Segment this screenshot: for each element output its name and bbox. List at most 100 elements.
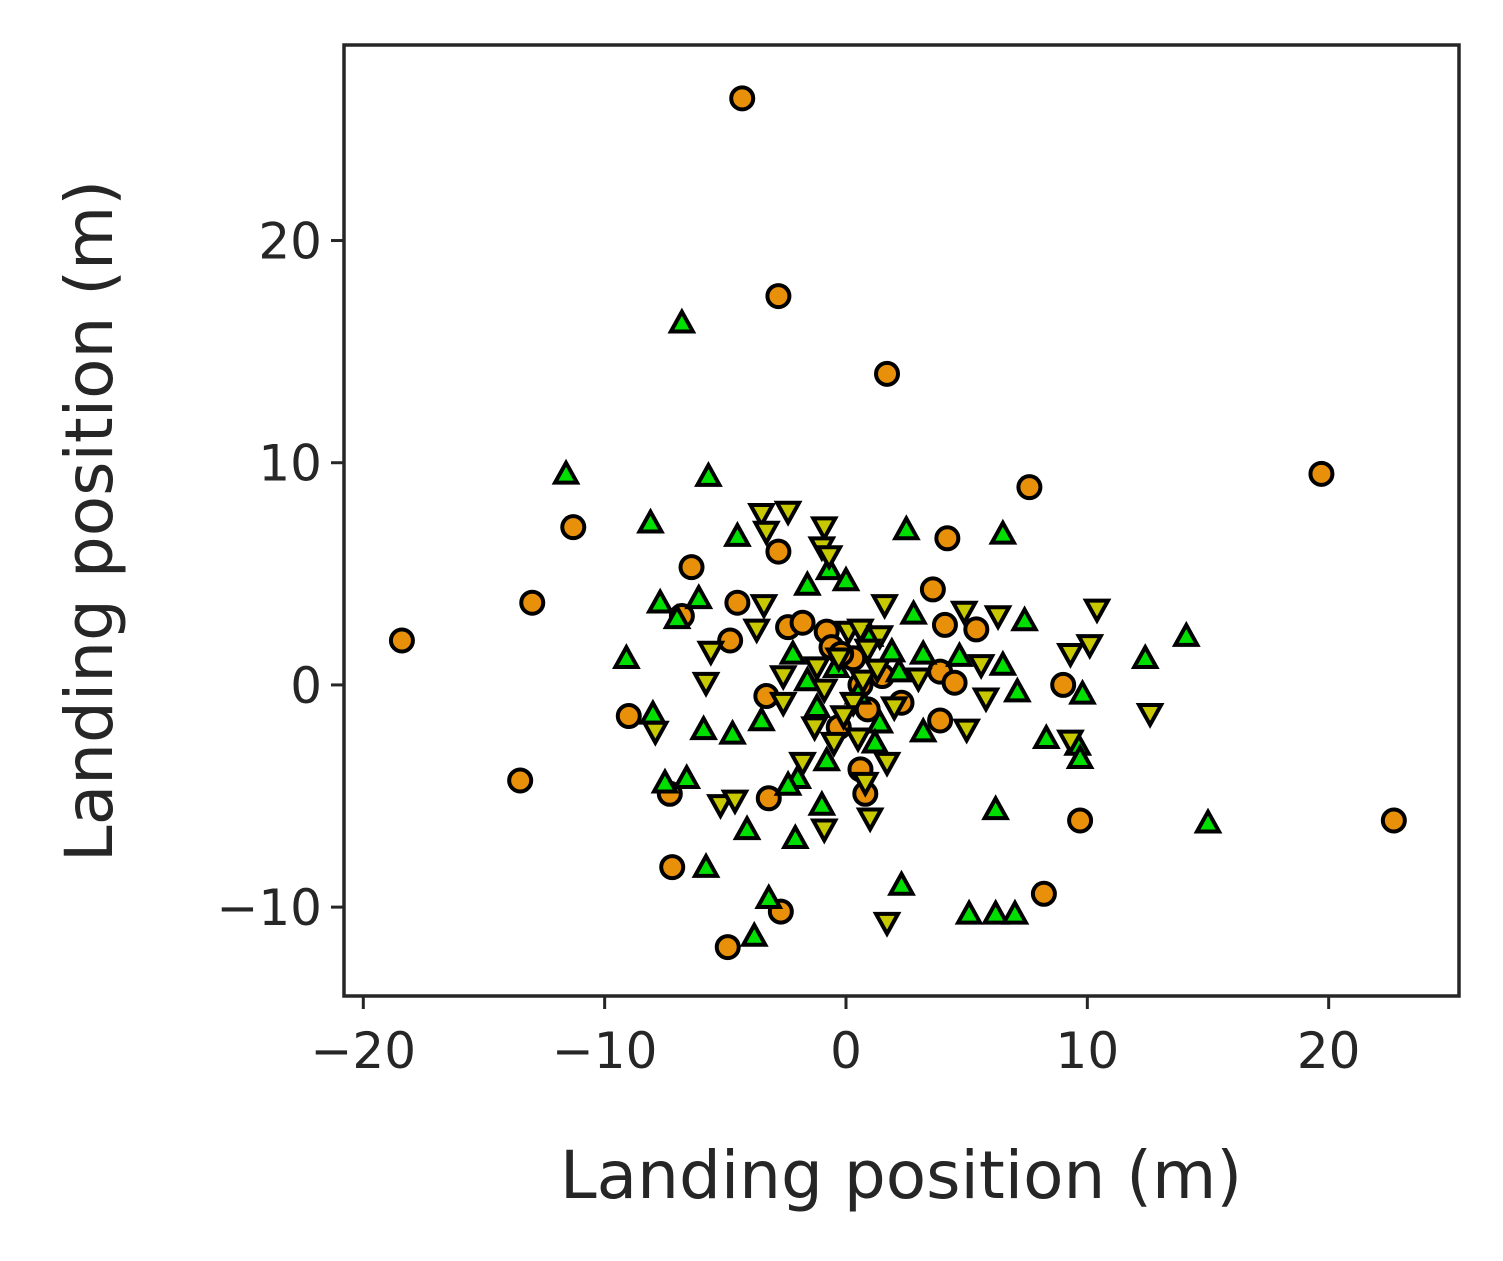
point-circle-0-10 — [519, 589, 546, 616]
point-circle-0-35 — [755, 785, 782, 812]
point-triangle-down-2-10 — [1082, 598, 1112, 625]
point-circle-0-14 — [963, 616, 990, 643]
x-tick-label-4: 20 — [1297, 1022, 1361, 1080]
point-triangle-down-2-33 — [872, 751, 902, 778]
point-triangle-up-1-6 — [988, 518, 1018, 545]
point-triangle-down-2-26 — [1135, 703, 1165, 729]
point-triangle-up-1-12 — [662, 603, 692, 630]
point-triangle-up-1-47 — [954, 898, 984, 925]
point-triangle-up-1-57 — [860, 727, 890, 754]
point-triangle-up-1-54 — [865, 707, 895, 734]
point-triangle-down-2-36 — [706, 794, 735, 821]
point-triangle-up-1-4 — [722, 520, 752, 547]
point-circle-0-32 — [507, 767, 534, 794]
point-triangle-down-2-42 — [838, 691, 868, 718]
x-axis-ticks: −20 −10 0 10 20 — [311, 996, 1361, 1080]
point-triangle-down-2-0 — [747, 503, 776, 529]
point-triangle-up-1-18 — [908, 638, 938, 665]
point-triangle-up-1-49 — [1000, 898, 1030, 925]
point-triangle-down-2-15 — [696, 640, 726, 667]
point-triangle-down-2-44 — [809, 678, 839, 705]
point-triangle-down-2-6 — [749, 594, 779, 621]
point-circle-0-2 — [874, 360, 901, 387]
point-triangle-down-2-38 — [809, 818, 839, 845]
point-circle-0-29 — [927, 707, 954, 734]
point-triangle-up-1-37 — [650, 767, 680, 794]
point-triangle-up-1-32 — [1065, 743, 1095, 770]
point-triangle-up-1-3 — [636, 507, 665, 534]
point-triangle-up-1-43 — [691, 852, 721, 878]
point-triangle-down-2-28 — [952, 718, 982, 745]
point-triangle-up-1-56 — [884, 656, 914, 683]
point-triangle-up-1-2 — [694, 460, 723, 487]
point-triangle-down-2-16 — [1056, 643, 1085, 669]
x-axis-label: Landing position (m) — [560, 1137, 1242, 1214]
point-triangle-down-2-2 — [751, 520, 781, 547]
point-triangle-up-1-15 — [1171, 620, 1201, 647]
point-triangle-down-2-43 — [862, 658, 892, 685]
point-triangle-down-2-30 — [800, 716, 830, 743]
point-triangle-up-1-13 — [899, 598, 928, 625]
point-triangle-up-1-22 — [1068, 678, 1097, 705]
point-triangle-down-2-25 — [768, 691, 798, 718]
point-triangle-up-1-48 — [981, 898, 1011, 925]
point-triangle-up-1-33 — [812, 745, 842, 772]
y-tick-label-1: 0 — [290, 657, 322, 715]
point-triangle-up-1-51 — [877, 636, 907, 663]
point-circle-0-41 — [714, 934, 741, 961]
point-triangle-up-1-11 — [645, 587, 675, 614]
point-triangle-up-1-9 — [792, 569, 822, 596]
point-triangle-down-2-40 — [872, 911, 902, 938]
point-triangle-down-2-17 — [1075, 634, 1105, 661]
point-triangle-up-1-16 — [611, 643, 641, 670]
point-circle-0-4 — [1016, 474, 1043, 501]
point-circle-0-24 — [1050, 671, 1077, 698]
point-triangle-down-2-5 — [814, 545, 844, 572]
point-triangle-down-2-24 — [802, 656, 832, 683]
point-circle-0-28 — [615, 703, 642, 730]
point-circle-0-7 — [765, 538, 792, 565]
point-circle-0-19 — [717, 627, 744, 654]
point-circle-0-36 — [1067, 807, 1094, 834]
point-triangle-up-1-39 — [981, 794, 1011, 821]
x-tick-label-2: 0 — [830, 1022, 862, 1080]
y-tick-label-3: 20 — [258, 213, 322, 271]
point-triangle-up-1-41 — [732, 814, 762, 841]
point-circle-0-13 — [931, 611, 958, 638]
point-triangle-up-1-21 — [988, 649, 1018, 676]
point-triangle-up-1-5 — [891, 514, 921, 541]
point-triangle-up-1-25 — [689, 714, 718, 741]
y-axis-label: Landing position (m) — [51, 180, 128, 862]
point-circle-0-3 — [1308, 460, 1335, 487]
point-triangle-down-2-23 — [848, 669, 878, 696]
point-triangle-down-2-20 — [971, 687, 1001, 714]
point-circle-0-38 — [659, 854, 686, 881]
point-triangle-up-1-19 — [945, 640, 974, 667]
point-circle-0-9 — [919, 576, 946, 603]
point-triangle-down-2-18 — [966, 654, 996, 681]
point-circle-0-37 — [1380, 807, 1407, 834]
point-triangle-down-2-41 — [824, 647, 854, 674]
point-circle-0-39 — [1030, 880, 1057, 907]
point-triangle-up-1-40 — [1193, 807, 1223, 834]
point-circle-0-8 — [678, 554, 705, 581]
point-triangle-up-1-0 — [667, 307, 697, 334]
point-triangle-up-1-8 — [831, 565, 861, 592]
point-circle-0-5 — [560, 514, 587, 541]
point-triangle-down-2-31 — [819, 731, 849, 758]
point-triangle-up-1-27 — [718, 718, 747, 745]
point-triangle-up-1-26 — [747, 705, 776, 732]
point-triangle-up-1-23 — [1002, 676, 1032, 703]
point-triangle-down-2-29 — [1056, 729, 1085, 756]
point-triangle-down-2-7 — [870, 594, 900, 621]
y-axis-ticks: −10 0 10 20 — [216, 213, 344, 937]
point-triangle-up-1-28 — [908, 716, 938, 743]
point-triangle-down-2-27 — [640, 720, 670, 747]
plot-background — [344, 45, 1459, 996]
point-triangle-down-2-21 — [768, 665, 798, 692]
point-triangle-down-2-8 — [949, 600, 979, 627]
point-circle-0-23 — [941, 669, 968, 696]
point-triangle-down-2-11 — [742, 618, 772, 645]
point-triangle-up-1-35 — [773, 769, 803, 796]
